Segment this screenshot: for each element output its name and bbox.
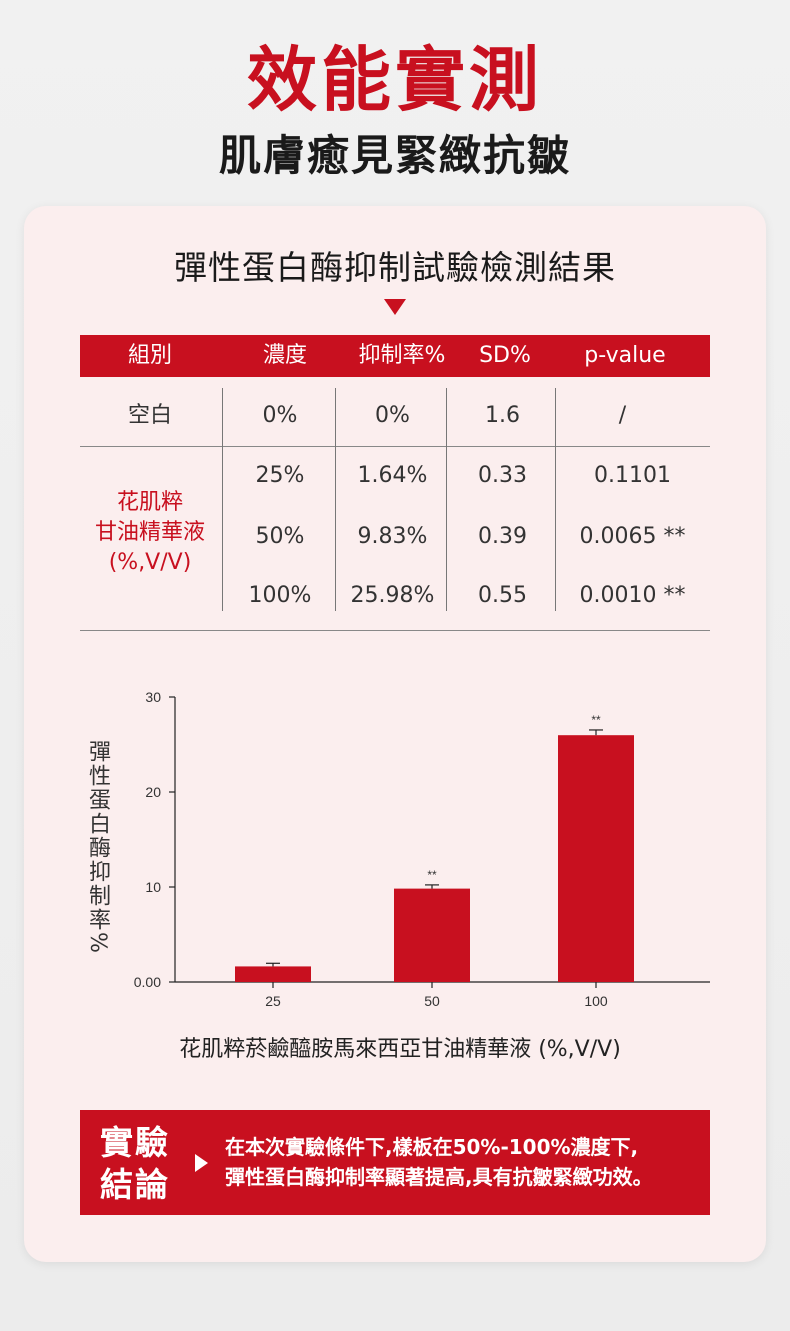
bar	[235, 966, 311, 982]
y-tick-label: 0.00	[134, 974, 161, 990]
significance-mark: **	[427, 868, 437, 882]
header-sd: SD%	[479, 343, 531, 368]
y-tick-label: 30	[145, 689, 161, 705]
play-arrow-icon	[195, 1154, 208, 1172]
table-divider	[446, 388, 447, 611]
conclusion-text-line1: 在本次實驗條件下,樣板在50%-100%濃度下,	[225, 1135, 639, 1159]
row1-conc: 25%	[255, 463, 305, 488]
row2-p: 0.0065 **	[579, 524, 686, 549]
triangle-down-icon	[384, 299, 406, 315]
group-label-line1: 花肌粹	[116, 490, 183, 515]
conclusion-box: 實驗 結論 在本次實驗條件下,樣板在50%-100%濃度下, 彈性蛋白酶抑制率顯…	[80, 1110, 710, 1215]
blank-p: /	[618, 403, 627, 428]
section-title: 彈性蛋白酶抑制試驗檢測結果	[174, 248, 616, 287]
y-axis-label: 彈性蛋白酶抑制率%	[85, 740, 110, 955]
header-group: 組別	[127, 343, 172, 368]
significance-mark: **	[591, 713, 601, 727]
y-tick-label: 20	[145, 784, 161, 800]
table-header: 組別 濃度 抑制率% SD% p-value	[80, 335, 710, 377]
group-label-line3: (%,V/V)	[108, 550, 192, 575]
row3-p: 0.0010 **	[579, 583, 686, 608]
row2-sd: 0.39	[478, 524, 527, 549]
page-title: 效能實測	[247, 39, 543, 121]
conclusion-text-line2: 彈性蛋白酶抑制率顯著提高,具有抗皺緊緻功效。	[225, 1165, 653, 1189]
header-inhibition-rate: 抑制率%	[358, 343, 446, 368]
group-label: 花肌粹 甘油精華液 (%,V/V)	[80, 488, 220, 578]
table-divider	[555, 388, 556, 611]
y-tick-label: 10	[145, 879, 161, 895]
conclusion-label-line2: 結論	[100, 1165, 170, 1204]
blank-rate: 0%	[375, 403, 410, 428]
x-tick-label: 50	[424, 993, 440, 1009]
blank-group: 空白	[127, 403, 172, 428]
row3-rate: 25.98%	[350, 583, 435, 608]
header-p-value: p-value	[584, 343, 666, 368]
conclusion-label: 實驗 結論	[100, 1122, 180, 1206]
conclusion-text: 在本次實驗條件下,樣板在50%-100%濃度下, 彈性蛋白酶抑制率顯著提高,具有…	[225, 1132, 705, 1192]
conclusion-label-line1: 實驗	[100, 1123, 170, 1162]
bar	[394, 888, 470, 982]
blank-sd: 1.6	[485, 403, 520, 428]
group-label-line2: 甘油精華液	[94, 520, 205, 545]
header-concentration: 濃度	[262, 343, 307, 368]
table-divider	[335, 388, 336, 611]
page-subtitle: 肌膚癒見緊緻抗皺	[218, 131, 571, 180]
table-divider	[80, 630, 710, 631]
x-axis-label: 花肌粹菸鹼醯胺馬來西亞甘油精華液 (%,V/V)	[179, 1037, 621, 1062]
x-tick-label: 100	[584, 993, 608, 1009]
row1-sd: 0.33	[478, 463, 527, 488]
table-divider	[222, 388, 223, 611]
blank-conc: 0%	[262, 403, 298, 428]
row2-conc: 50%	[255, 524, 305, 549]
row3-conc: 100%	[248, 583, 312, 608]
results-card	[24, 206, 766, 1262]
row1-rate: 1.64%	[357, 463, 428, 488]
bar	[558, 735, 634, 982]
row2-rate: 9.83%	[357, 524, 428, 549]
row1-p: 0.1101	[594, 463, 671, 488]
x-tick-label: 25	[265, 993, 281, 1009]
table-divider	[80, 446, 710, 447]
row3-sd: 0.55	[478, 583, 527, 608]
